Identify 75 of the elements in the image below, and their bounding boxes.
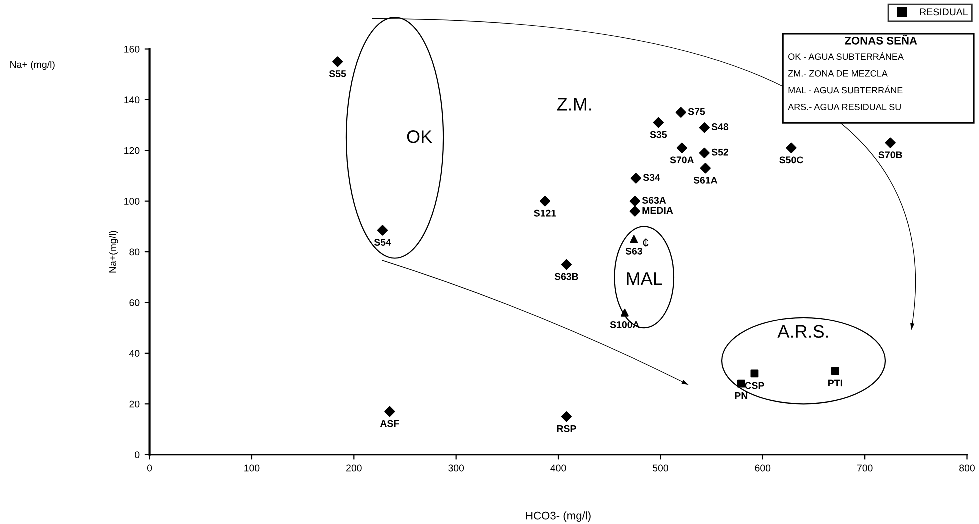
data-label: S63B: [554, 273, 578, 280]
data-label: MEDIA: [642, 207, 674, 214]
x-tick-label: 0: [147, 464, 152, 472]
point: [630, 196, 640, 207]
data-label: S35: [650, 131, 668, 138]
data-label: S55: [329, 70, 346, 78]
data-label: PN: [735, 392, 748, 400]
point: [384, 406, 396, 418]
point: [699, 122, 710, 134]
point: [630, 235, 638, 244]
data-label: S70A: [670, 156, 694, 164]
y-tick-label: 100: [124, 198, 140, 205]
annotation: MAL - AGUA SUBTERRÁNE: [788, 86, 903, 94]
annotation: OK - AGUA SUBTERRÁNEA: [788, 52, 904, 60]
point: [630, 173, 642, 184]
data-label: S63: [626, 248, 642, 255]
point: [831, 367, 840, 376]
x-tick-label: 700: [857, 464, 873, 472]
data-label: S54: [374, 239, 392, 246]
point: [676, 142, 688, 154]
y-tick-label: 60: [130, 299, 140, 306]
annotation: OK: [407, 130, 432, 144]
x-tick-label: 200: [346, 464, 362, 472]
annotation: ZM.- ZONA DE MEZCLA: [788, 70, 888, 77]
y-tick-label: 120: [124, 147, 140, 154]
data-label: S48: [712, 124, 729, 130]
y-tick-label: 140: [124, 96, 140, 104]
x-tick-label: 600: [755, 464, 771, 472]
y-tick-label: 40: [129, 350, 140, 358]
y-axis-title: Na+(mg/l): [109, 231, 118, 273]
point: [332, 56, 344, 68]
point: [786, 142, 797, 154]
point: [561, 412, 572, 422]
data-label: S50C: [780, 156, 804, 164]
point: [885, 138, 896, 148]
point: [377, 225, 388, 236]
x-tick-label: 800: [960, 464, 975, 472]
annotation: ¢: [643, 238, 649, 248]
data-label: S75: [688, 108, 706, 116]
point: [620, 308, 629, 317]
data-label: S63A: [642, 197, 666, 204]
annotation: A.R.S.: [778, 325, 828, 338]
data-label: S34: [643, 174, 660, 182]
text: Na+ (mg/l): [10, 61, 55, 70]
point: [561, 259, 572, 270]
x-tick-label: 500: [652, 464, 668, 472]
data-label: ASF: [380, 420, 400, 428]
point: [630, 206, 640, 217]
point: [699, 148, 710, 158]
point: [540, 196, 551, 207]
point: [750, 370, 759, 378]
annotation: MAL: [627, 272, 662, 286]
point: [653, 117, 664, 128]
x-axis-title: HCO3- (mg/l): [526, 512, 591, 522]
x-tick-label: 100: [244, 464, 260, 472]
y-tick-label: 20: [130, 400, 140, 408]
data-label: S61A: [694, 176, 718, 184]
text: ZONAS SEÑA: [845, 34, 918, 45]
legend-label: RESIDUAL: [920, 8, 968, 16]
y-tick-label: 160: [124, 46, 140, 53]
data-label: PTI: [828, 380, 842, 387]
point: [737, 380, 746, 388]
annotation: ARS.- AGUA RESIDUAL SU: [788, 104, 901, 110]
x-tick-label: 300: [448, 464, 464, 472]
data-label: S52: [712, 148, 728, 156]
point: [676, 107, 686, 118]
data-label: S70B: [878, 152, 902, 159]
y-tick-label: 80: [130, 248, 140, 256]
data-label: S121: [534, 210, 556, 217]
data-label: CSP: [745, 382, 764, 390]
y-tick-label: 0: [135, 452, 140, 458]
x-tick-label: 400: [550, 464, 566, 472]
annotation: Z.M.: [557, 98, 592, 111]
data-label: RSP: [557, 425, 576, 432]
point: [700, 163, 711, 174]
